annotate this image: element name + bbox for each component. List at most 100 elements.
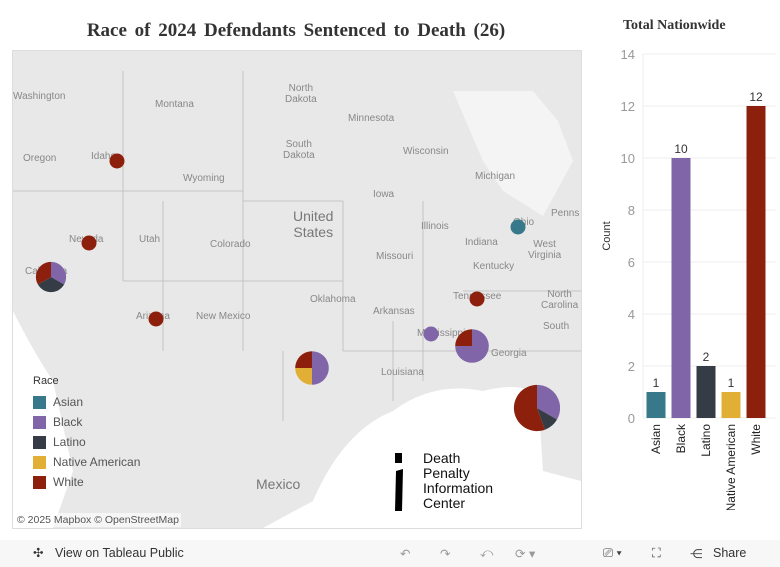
pie-alabama[interactable] — [455, 329, 489, 363]
pie-texas[interactable] — [295, 351, 329, 385]
pie-slice-white[interactable] — [295, 351, 312, 368]
dpic-logo-text: Death Penalty Information Center — [423, 451, 493, 513]
logo-line: Death — [423, 450, 461, 466]
logo-line: Penalty — [423, 465, 470, 481]
y-tick-label: 2 — [628, 359, 635, 374]
pie-arizona[interactable] — [148, 311, 164, 327]
bar-black[interactable] — [671, 158, 691, 418]
legend-item[interactable]: Latino — [33, 432, 140, 452]
map-label: Missouri — [376, 251, 414, 262]
pie-slice-white[interactable] — [513, 384, 545, 432]
pie-slice-white[interactable] — [455, 329, 472, 346]
pie-slice-black[interactable] — [51, 261, 67, 285]
map-label: Georgia — [491, 348, 527, 359]
pie-tennessee[interactable] — [469, 291, 485, 307]
x-tick-label: White — [749, 424, 763, 455]
map-label: Colorado — [210, 239, 251, 250]
map-label: Louisiana — [381, 367, 424, 378]
share-button[interactable]: Share — [713, 546, 747, 560]
x-tick-label: Asian — [649, 424, 663, 454]
logo-line: Information — [423, 480, 494, 496]
legend-item[interactable]: Native American — [33, 452, 140, 472]
legend-swatch — [33, 395, 46, 409]
legend-label: Latino — [53, 435, 86, 449]
pie-slice-black[interactable] — [537, 384, 561, 420]
map-label: Wyoming — [183, 173, 225, 184]
pie-mississippi[interactable] — [423, 326, 439, 342]
undo-icon[interactable]: ↶ — [400, 547, 411, 561]
legend-label: Asian — [53, 395, 84, 409]
y-tick-label: 10 — [621, 151, 635, 166]
map-label: New Mexico — [196, 311, 251, 322]
logo-line: Center — [423, 495, 466, 511]
map-label: Mexico — [256, 476, 301, 492]
y-tick-label: 8 — [628, 203, 635, 218]
map-label: West Virginia — [528, 239, 562, 261]
refresh-icon[interactable]: ⟳ ▾ — [515, 547, 536, 561]
map[interactable]: Washington Montana North Dakota Minnesota Or… — [12, 50, 582, 529]
x-tick-label: Black — [674, 423, 688, 453]
map-attribution[interactable]: © 2025 Mapbox © OpenStreetMap — [15, 513, 181, 527]
map-label: North Dakota — [285, 83, 317, 105]
pie-slice-white[interactable] — [81, 235, 97, 251]
map-label: Illinois — [421, 221, 449, 232]
pie-ohio[interactable] — [510, 219, 526, 235]
map-label: Iowa — [373, 189, 395, 200]
legend-item[interactable]: Asian — [33, 392, 140, 412]
data-label: 1 — [728, 376, 735, 390]
download-icon[interactable]: ⎚ ▾ — [603, 546, 622, 560]
map-label: Utah — [139, 234, 161, 245]
y-tick-label: 6 — [628, 255, 635, 270]
revert-icon[interactable]: ⤺ — [480, 546, 494, 560]
legend-swatch — [33, 435, 46, 449]
map-label: United States — [293, 208, 334, 240]
map-label: Oklahoma — [310, 294, 356, 305]
map-label: Washington — [13, 91, 66, 102]
redo-icon[interactable]: ↷ — [440, 547, 451, 561]
pie-slice-latino[interactable] — [37, 277, 65, 293]
map-label: Kentucky — [473, 261, 515, 272]
data-label: 12 — [749, 90, 763, 104]
view-on-tableau-link[interactable]: View on Tableau Public — [55, 546, 184, 560]
legend-title: Race — [33, 375, 59, 387]
y-axis-label: Count — [601, 221, 613, 250]
x-tick-label: Latino — [699, 424, 713, 457]
dpic-logo: Death Penalty Information Center — [393, 451, 493, 513]
pie-slice-black[interactable] — [312, 351, 329, 385]
pie-slice-asian[interactable] — [510, 219, 526, 235]
legend-label: White — [53, 475, 84, 489]
pie-slice-white[interactable] — [109, 153, 125, 169]
x-tick-label: Native American — [724, 424, 738, 510]
map-basemap — [13, 71, 581, 528]
fullscreen-icon[interactable]: ⛶ — [652, 546, 661, 560]
bar-asian[interactable] — [646, 392, 666, 418]
pie-california[interactable] — [35, 261, 67, 293]
legend-item[interactable]: White — [33, 472, 140, 492]
map-label: Mississippi — [417, 328, 466, 339]
pie-nevada[interactable] — [81, 235, 97, 251]
share-icon[interactable]: ⋲ — [690, 547, 703, 561]
page-title: Race of 2024 Defendants Sentenced to Dea… — [86, 20, 506, 41]
pie-slice-black[interactable] — [423, 326, 439, 342]
y-tick-label: 0 — [628, 411, 635, 426]
legend-item[interactable]: Black — [33, 412, 140, 432]
map-label: Oregon — [23, 153, 57, 164]
map-label: North Carolina — [541, 289, 579, 311]
pie-slice-latino[interactable] — [537, 408, 558, 430]
pie-florida[interactable] — [513, 384, 561, 432]
bar-white[interactable] — [746, 106, 766, 418]
pie-slice-native-american[interactable] — [295, 368, 312, 385]
bar-latino[interactable] — [696, 366, 716, 418]
pie-slice-white[interactable] — [469, 291, 485, 307]
pie-slice-white[interactable] — [35, 261, 51, 285]
bar-native-american[interactable] — [721, 392, 741, 418]
chart-title: Total Nationwide — [623, 18, 726, 33]
pie-idaho[interactable] — [109, 153, 125, 169]
map-label: Arkansas — [373, 306, 415, 317]
pie-slice-white[interactable] — [148, 311, 164, 327]
legend-swatch — [33, 415, 46, 429]
map-label: Michigan — [475, 171, 516, 182]
map-label: South Dakota — [283, 139, 315, 161]
legend-label: Black — [53, 415, 83, 429]
tableau-icon: ✣ — [33, 546, 44, 560]
